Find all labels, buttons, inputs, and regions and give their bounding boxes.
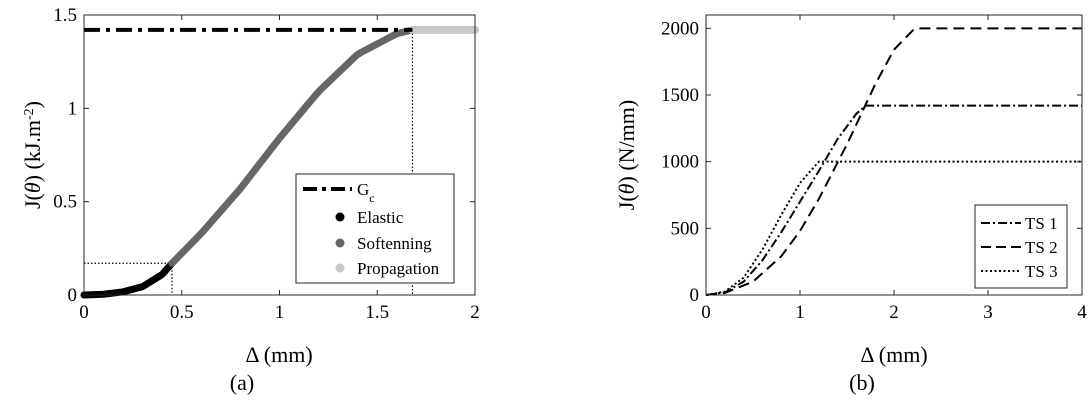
- chart-b-y-tick-label: 500: [671, 218, 700, 239]
- legend-item-ts1: TS 1: [981, 214, 1058, 233]
- series-elastic: [80, 259, 176, 299]
- legend-item-ts2: TS 2: [981, 238, 1058, 257]
- chart-a-x-tick-label: 2: [470, 302, 480, 323]
- chart-b-y-tick-label: 2000: [661, 18, 699, 39]
- chart-b-y-axis-label: J(θ) (N/mm): [614, 100, 639, 210]
- chart-a-y-axis-label: J(θ) (kJ.m-2): [20, 101, 45, 209]
- chart-a-legend: Gc Elastic Softenning Propagation: [295, 173, 455, 284]
- legend-label-softening: Softenning: [357, 234, 432, 253]
- series-ts2: [705, 27, 1082, 296]
- chart-a-x-tick-label: 1: [275, 302, 285, 323]
- legend-item-propagation: Propagation: [335, 259, 440, 278]
- legend-item-ts3: TS 3: [981, 262, 1058, 281]
- chart-a-caption: (a): [230, 370, 254, 395]
- chart-b-data: [705, 27, 1082, 296]
- legend-swatch-softening: [335, 238, 345, 248]
- legend-label-ts3: TS 3: [1025, 262, 1058, 281]
- legend-item-softening: Softenning: [335, 234, 432, 253]
- chart-b: 0 1 2 3 4 0 500 1000 1500 2000 Δ (mm) J(θ) (N/mm)…: [614, 14, 1087, 395]
- chart-b-y-tick-label: 0: [690, 285, 700, 306]
- chart-b-x-axis-label: Δ (mm): [860, 342, 927, 367]
- chart-b-y-tick-label: 1000: [661, 152, 699, 173]
- chart-b-x-tick-label: 0: [701, 302, 711, 323]
- chart-a-x-tick-label: 1.5: [365, 302, 389, 323]
- chart-a-y-tick-label: 1.5: [53, 5, 77, 26]
- chart-a-y-tick-label: 1: [68, 98, 78, 119]
- chart-b-x-tick-label: 2: [889, 302, 899, 323]
- legend-label-elastic: Elastic: [357, 208, 404, 227]
- chart-b-x-tick-label: 3: [983, 302, 993, 323]
- series-ts1: [705, 104, 1082, 296]
- legend-label-propagation: Propagation: [357, 259, 440, 278]
- chart-a-y-tick-label: 0.5: [53, 192, 77, 213]
- series-softenning: [168, 26, 416, 267]
- legend-swatch-propagation: [335, 263, 345, 273]
- chart-b-ticks: 0 1 2 3 4 0 500 1000 1500 2000: [661, 15, 1087, 323]
- chart-b-y-tick-label: 1500: [661, 85, 699, 106]
- chart-a-x-tick-label: 0: [79, 302, 89, 323]
- chart-a-ticks: 0 0.5 1 1.5 2 0 0.5 1 1.5: [53, 5, 480, 323]
- chart-b-plot-area: 0 1 2 3 4 0 500 1000 1500 2000: [661, 14, 1087, 323]
- chart-a-x-tick-label: 0.5: [170, 302, 194, 323]
- legend-label-ts2: TS 2: [1025, 238, 1058, 257]
- legend-label-ts1: TS 1: [1025, 214, 1058, 233]
- legend-item-gc: Gc: [303, 180, 375, 205]
- chart-a-legend-box: [295, 173, 455, 284]
- chart-b-x-tick-label: 1: [795, 302, 805, 323]
- chart-a: 0 0.5 1 1.5 2 0 0.5 1 1.5 Δ (mm) J(θ) (kJ.m-2) (…: [20, 5, 480, 395]
- chart-b-x-tick-label: 4: [1077, 302, 1087, 323]
- chart-b-caption: (b): [849, 370, 875, 395]
- chart-a-x-axis-label: Δ (mm): [245, 342, 312, 367]
- legend-swatch-elastic: [335, 212, 345, 222]
- chart-b-legend: TS 1 TS 2 TS 3: [974, 204, 1068, 289]
- chart-a-plot-area: 0 0.5 1 1.5 2 0 0.5 1 1.5: [53, 5, 480, 323]
- chart-a-y-tick-label: 0: [68, 285, 78, 306]
- legend-label-gc: Gc: [357, 180, 375, 205]
- legend-item-elastic: Elastic: [335, 208, 404, 227]
